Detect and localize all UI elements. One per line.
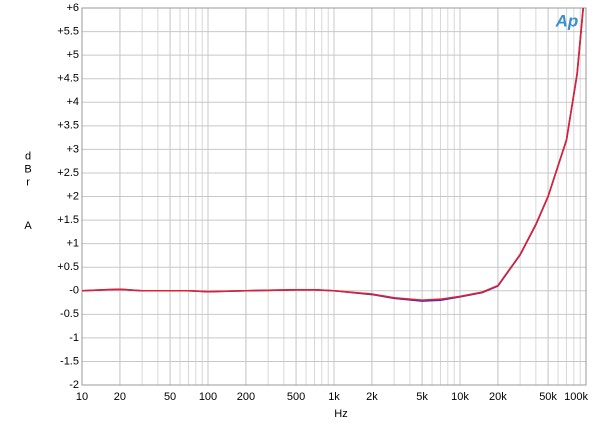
y-tick-label: +5.5 <box>57 25 79 37</box>
y-tick-label: +1 <box>66 238 79 250</box>
y-tick-label: +2 <box>66 190 79 202</box>
x-tick-label: 10 <box>76 391 88 403</box>
x-tick-label: 1k <box>328 391 340 403</box>
x-tick-label: 2k <box>366 391 378 403</box>
y-axis-label: dBr <box>22 151 34 190</box>
y-tick-label: +3.5 <box>57 120 79 132</box>
x-tick-label: 200 <box>237 391 255 403</box>
y-tick-label: +0.5 <box>57 261 79 273</box>
x-tick-label: 20k <box>489 391 507 403</box>
y-tick-label: -1.5 <box>60 355 79 367</box>
x-tick-label: 100k <box>564 391 588 403</box>
y-tick-label: -0 <box>69 285 79 297</box>
y-tick-label: +4.5 <box>57 73 79 85</box>
y-tick-label: +5 <box>66 49 79 61</box>
data-line <box>81 7 584 301</box>
x-tick-label: 50k <box>539 391 557 403</box>
x-axis-label: Hz <box>334 408 347 420</box>
y-tick-label: +3 <box>66 143 79 155</box>
y-tick-label: +2.5 <box>57 167 79 179</box>
y-tick-label: +6 <box>66 2 79 14</box>
x-tick-label: 50 <box>164 391 176 403</box>
y-tick-label: +1.5 <box>57 214 79 226</box>
x-tick-label: 10k <box>451 391 469 403</box>
plot-border <box>81 7 587 386</box>
y-tick-label: -0.5 <box>60 308 79 320</box>
x-tick-label: 500 <box>287 391 305 403</box>
x-tick-label: 20 <box>114 391 126 403</box>
x-tick-label: 100 <box>199 391 217 403</box>
x-tick-label: 5k <box>416 391 428 403</box>
y-tick-label: -1 <box>69 332 79 344</box>
logo: Ap <box>555 11 579 30</box>
y-tick-label: +4 <box>66 96 79 108</box>
y-axis-label: A <box>24 220 32 232</box>
y-tick-label: -2 <box>69 379 79 391</box>
